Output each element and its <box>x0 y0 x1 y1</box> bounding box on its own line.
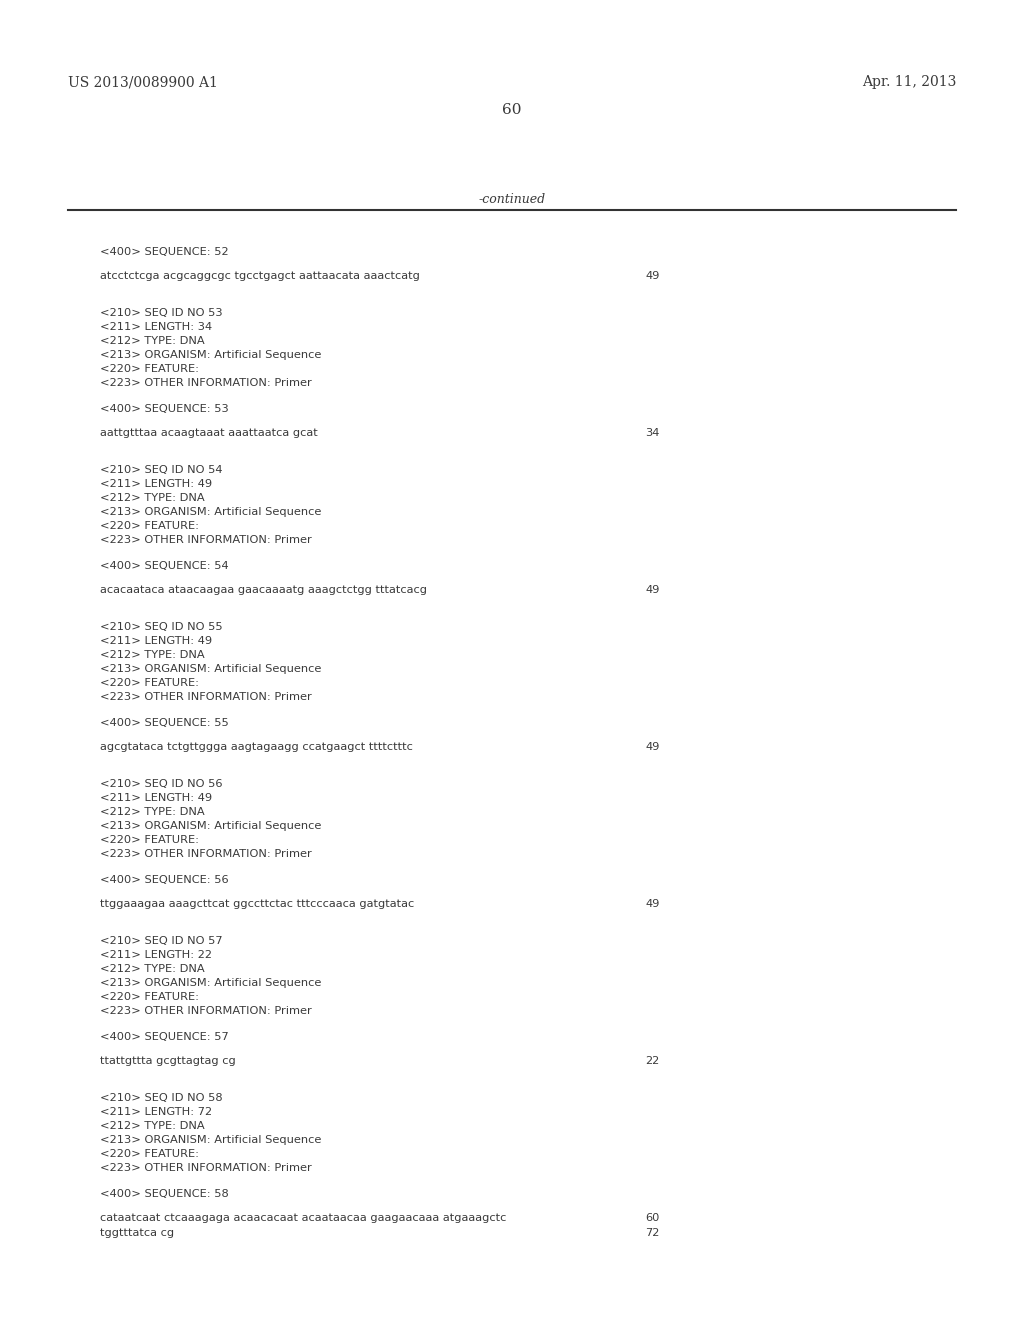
Text: <220> FEATURE:: <220> FEATURE: <box>100 678 200 688</box>
Text: <213> ORGANISM: Artificial Sequence: <213> ORGANISM: Artificial Sequence <box>100 664 322 675</box>
Text: 49: 49 <box>645 271 659 281</box>
Text: tggtttatca cg: tggtttatca cg <box>100 1228 174 1238</box>
Text: <220> FEATURE:: <220> FEATURE: <box>100 993 200 1002</box>
Text: <210> SEQ ID NO 58: <210> SEQ ID NO 58 <box>100 1093 223 1104</box>
Text: 72: 72 <box>645 1228 659 1238</box>
Text: 34: 34 <box>645 428 659 438</box>
Text: acacaataca ataacaagaa gaacaaaatg aaagctctgg tttatcacg: acacaataca ataacaagaa gaacaaaatg aaagctc… <box>100 585 427 595</box>
Text: <220> FEATURE:: <220> FEATURE: <box>100 521 200 531</box>
Text: 49: 49 <box>645 585 659 595</box>
Text: <400> SEQUENCE: 57: <400> SEQUENCE: 57 <box>100 1032 229 1041</box>
Text: <220> FEATURE:: <220> FEATURE: <box>100 1148 200 1159</box>
Text: <213> ORGANISM: Artificial Sequence: <213> ORGANISM: Artificial Sequence <box>100 350 322 360</box>
Text: <211> LENGTH: 72: <211> LENGTH: 72 <box>100 1107 212 1117</box>
Text: agcgtataca tctgttggga aagtagaagg ccatgaagct ttttctttc: agcgtataca tctgttggga aagtagaagg ccatgaa… <box>100 742 414 752</box>
Text: atcctctcga acgcaggcgc tgcctgagct aattaacata aaactcatg: atcctctcga acgcaggcgc tgcctgagct aattaac… <box>100 271 420 281</box>
Text: <211> LENGTH: 22: <211> LENGTH: 22 <box>100 950 212 960</box>
Text: <211> LENGTH: 49: <211> LENGTH: 49 <box>100 479 212 488</box>
Text: cataatcaat ctcaaagaga acaacacaat acaataacaa gaagaacaaa atgaaagctc: cataatcaat ctcaaagaga acaacacaat acaataa… <box>100 1213 507 1224</box>
Text: <212> TYPE: DNA: <212> TYPE: DNA <box>100 649 205 660</box>
Text: <400> SEQUENCE: 58: <400> SEQUENCE: 58 <box>100 1189 229 1199</box>
Text: <210> SEQ ID NO 54: <210> SEQ ID NO 54 <box>100 465 223 475</box>
Text: ttattgttta gcgttagtag cg: ttattgttta gcgttagtag cg <box>100 1056 237 1067</box>
Text: <220> FEATURE:: <220> FEATURE: <box>100 836 200 845</box>
Text: <210> SEQ ID NO 55: <210> SEQ ID NO 55 <box>100 622 223 632</box>
Text: <223> OTHER INFORMATION: Primer: <223> OTHER INFORMATION: Primer <box>100 378 312 388</box>
Text: 49: 49 <box>645 899 659 909</box>
Text: <212> TYPE: DNA: <212> TYPE: DNA <box>100 1121 205 1131</box>
Text: <210> SEQ ID NO 53: <210> SEQ ID NO 53 <box>100 308 223 318</box>
Text: <213> ORGANISM: Artificial Sequence: <213> ORGANISM: Artificial Sequence <box>100 978 322 987</box>
Text: 60: 60 <box>645 1213 659 1224</box>
Text: <400> SEQUENCE: 52: <400> SEQUENCE: 52 <box>100 247 229 257</box>
Text: ttggaaagaa aaagcttcat ggccttctac tttcccaaca gatgtatac: ttggaaagaa aaagcttcat ggccttctac tttccca… <box>100 899 415 909</box>
Text: <212> TYPE: DNA: <212> TYPE: DNA <box>100 337 205 346</box>
Text: <400> SEQUENCE: 56: <400> SEQUENCE: 56 <box>100 875 229 884</box>
Text: 49: 49 <box>645 742 659 752</box>
Text: -continued: -continued <box>478 193 546 206</box>
Text: <400> SEQUENCE: 54: <400> SEQUENCE: 54 <box>100 561 229 572</box>
Text: US 2013/0089900 A1: US 2013/0089900 A1 <box>68 75 218 88</box>
Text: <400> SEQUENCE: 53: <400> SEQUENCE: 53 <box>100 404 229 414</box>
Text: <211> LENGTH: 49: <211> LENGTH: 49 <box>100 636 212 645</box>
Text: <212> TYPE: DNA: <212> TYPE: DNA <box>100 492 205 503</box>
Text: Apr. 11, 2013: Apr. 11, 2013 <box>861 75 956 88</box>
Text: <212> TYPE: DNA: <212> TYPE: DNA <box>100 807 205 817</box>
Text: 60: 60 <box>502 103 522 117</box>
Text: <223> OTHER INFORMATION: Primer: <223> OTHER INFORMATION: Primer <box>100 535 312 545</box>
Text: <220> FEATURE:: <220> FEATURE: <box>100 364 200 374</box>
Text: <223> OTHER INFORMATION: Primer: <223> OTHER INFORMATION: Primer <box>100 849 312 859</box>
Text: <400> SEQUENCE: 55: <400> SEQUENCE: 55 <box>100 718 229 729</box>
Text: 22: 22 <box>645 1056 659 1067</box>
Text: <223> OTHER INFORMATION: Primer: <223> OTHER INFORMATION: Primer <box>100 692 312 702</box>
Text: <210> SEQ ID NO 56: <210> SEQ ID NO 56 <box>100 779 223 789</box>
Text: aattgtttaa acaagtaaat aaattaatca gcat: aattgtttaa acaagtaaat aaattaatca gcat <box>100 428 318 438</box>
Text: <213> ORGANISM: Artificial Sequence: <213> ORGANISM: Artificial Sequence <box>100 1135 322 1144</box>
Text: <210> SEQ ID NO 57: <210> SEQ ID NO 57 <box>100 936 223 946</box>
Text: <212> TYPE: DNA: <212> TYPE: DNA <box>100 964 205 974</box>
Text: <223> OTHER INFORMATION: Primer: <223> OTHER INFORMATION: Primer <box>100 1163 312 1173</box>
Text: <211> LENGTH: 49: <211> LENGTH: 49 <box>100 793 212 803</box>
Text: <211> LENGTH: 34: <211> LENGTH: 34 <box>100 322 212 333</box>
Text: <213> ORGANISM: Artificial Sequence: <213> ORGANISM: Artificial Sequence <box>100 821 322 832</box>
Text: <213> ORGANISM: Artificial Sequence: <213> ORGANISM: Artificial Sequence <box>100 507 322 517</box>
Text: <223> OTHER INFORMATION: Primer: <223> OTHER INFORMATION: Primer <box>100 1006 312 1016</box>
